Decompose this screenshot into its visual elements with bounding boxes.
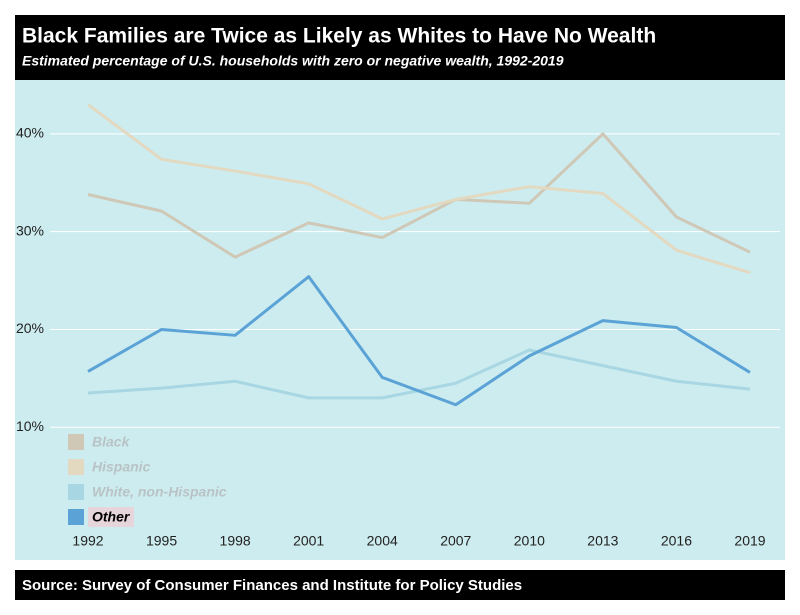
y-tick-label: 20% — [16, 320, 44, 336]
x-tick-label: 2016 — [661, 533, 692, 549]
legend-label: White, non-Hispanic — [92, 484, 227, 500]
y-tick-label: 30% — [16, 222, 44, 238]
x-tick-label: 1992 — [72, 533, 103, 549]
x-tick-label: 2007 — [440, 533, 471, 549]
x-tick-label: 1998 — [220, 533, 251, 549]
x-tick-label: 2001 — [293, 533, 324, 549]
x-tick-label: 2010 — [514, 533, 545, 549]
footer-bar — [15, 570, 785, 600]
series-line — [87, 275, 751, 407]
x-tick-label: 1995 — [146, 533, 177, 549]
legend-label: Black — [92, 434, 131, 450]
y-tick-label: 10% — [16, 418, 44, 434]
legend-swatch — [68, 509, 84, 525]
series-line — [87, 103, 751, 275]
legend-swatch — [68, 459, 84, 475]
panel — [15, 15, 785, 560]
legend-label: Hispanic — [92, 459, 151, 475]
legend-label: Other — [92, 509, 131, 525]
chart-title: Black Families are Twice as Likely as Wh… — [22, 25, 656, 48]
title-bar — [15, 15, 785, 80]
y-tick-label: 40% — [16, 125, 44, 141]
x-tick-label: 2019 — [734, 533, 765, 549]
legend-swatch — [68, 484, 84, 500]
x-tick-label: 2004 — [367, 533, 398, 549]
x-tick-label: 2013 — [587, 533, 618, 549]
series-line — [87, 132, 751, 259]
chart-subtitle: Estimated percentage of U.S. households … — [22, 53, 564, 69]
legend-swatch — [68, 434, 84, 450]
source: Source: Survey of Consumer Finances and … — [22, 577, 522, 594]
legend-highlight — [88, 507, 134, 527]
